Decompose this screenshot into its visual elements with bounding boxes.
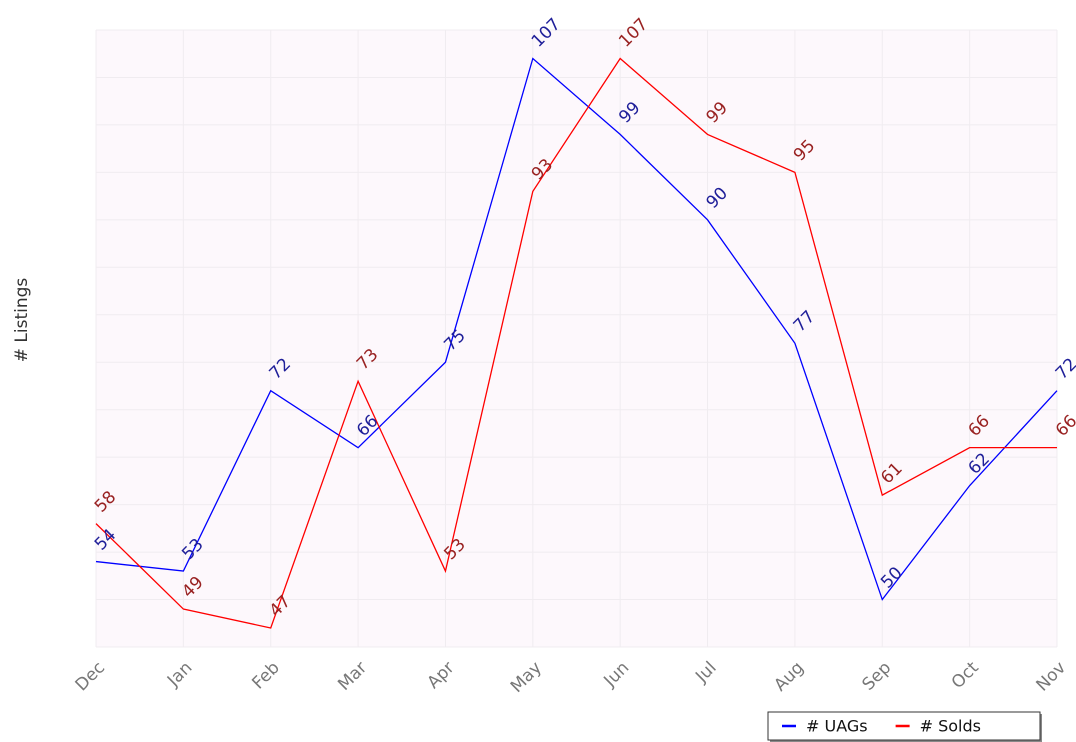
- x-tick-label: Sep: [859, 658, 896, 695]
- x-tick-label: Feb: [248, 658, 283, 693]
- x-tick-label: Oct: [948, 658, 983, 693]
- y-axis-label: # Listings: [12, 278, 32, 363]
- x-tick-label: Jan: [163, 658, 196, 691]
- x-tick-label: May: [507, 658, 546, 697]
- x-tick-label: Dec: [72, 658, 109, 695]
- legend-label: # Solds: [920, 717, 981, 736]
- plot-area: [96, 30, 1057, 647]
- series-line: [95, 57, 1058, 601]
- x-tick-label: Jun: [600, 658, 634, 692]
- x-tick-label: Nov: [1032, 658, 1070, 696]
- legend-label: # UAGs: [806, 717, 868, 736]
- x-tick-label: Mar: [334, 658, 371, 695]
- series-line: [95, 57, 1057, 629]
- x-tick-label: Apr: [424, 658, 459, 693]
- x-tick-label: Aug: [770, 658, 808, 696]
- x-tick-label: Jul: [691, 658, 720, 687]
